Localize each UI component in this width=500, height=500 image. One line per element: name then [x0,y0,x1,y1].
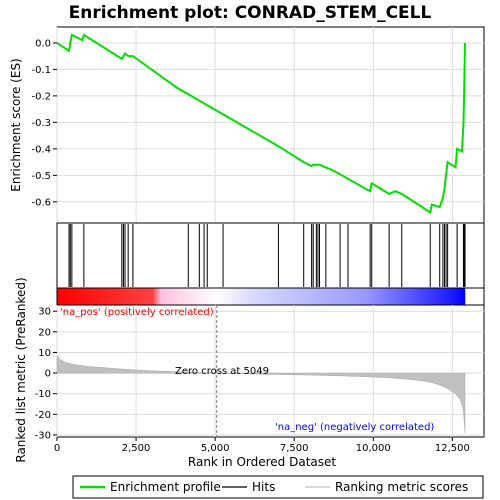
es-panel-frame [56,26,485,224]
es-tick-label: -0.1 [31,65,51,76]
legend-box [72,475,484,499]
x-tick-label: 10,000 [356,443,391,454]
metric-tick-label: 10 [38,348,51,359]
x-tick-label: 0 [54,443,60,454]
metric-tick-label: -30 [35,430,51,441]
chart-title: Enrichment plot: CONRAD_STEM_CELL [69,3,432,23]
es-tick-label: -0.2 [31,91,51,102]
pos-correlation-label: 'na_pos' (positively correlated) [60,307,214,318]
ranking-metric-area [56,354,466,433]
metric-axis-ticks: 30 20 10 0 -10 -20 -30 [35,307,57,441]
metric-tick-label: -20 [35,410,51,421]
es-tick-label: 0.0 [35,38,51,49]
hit-marks [68,224,466,287]
neg-correlation-label: 'na_neg' (negatively correlated) [275,422,434,433]
ranking-color-bar [56,287,485,306]
es-y-axis-label: Enrichment score (ES) [9,58,23,191]
legend-label: Ranking metric scores [335,480,468,494]
legend: Enrichment profile Hits Ranking metric sco… [80,480,468,494]
zero-cross-label: Zero cross at 5049 [175,366,269,377]
x-tick-label: 12,500 [435,443,470,454]
x-tick-label: 5,000 [201,443,230,454]
metric-tick-label: -10 [35,389,51,400]
legend-label: Hits [252,480,275,494]
metric-tick-label: 0 [45,369,51,380]
es-tick-label: -0.5 [31,171,51,182]
x-axis-ticks: 0 2,500 5,000 7,500 10,000 12,500 [54,437,470,454]
enrichment-profile-line [56,33,466,215]
metric-tick-label: 20 [38,327,51,338]
x-tick-label: 7,500 [280,443,309,454]
x-axis-label: Rank in Ordered Dataset [188,455,336,469]
x-tick-label: 2,500 [122,443,151,454]
es-tick-label: -0.3 [31,118,51,129]
es-axis-ticks: 0.0 -0.1 -0.2 -0.3 -0.4 -0.5 -0.6 [31,38,57,208]
hits-panel-frame [56,222,485,289]
legend-label: Enrichment profile [110,480,221,494]
metric-tick-label: 30 [38,307,51,318]
es-tick-label: -0.4 [31,144,51,155]
es-tick-label: -0.6 [31,197,51,208]
metric-y-axis-label: Ranked list metric (PreRanked) [14,277,28,462]
